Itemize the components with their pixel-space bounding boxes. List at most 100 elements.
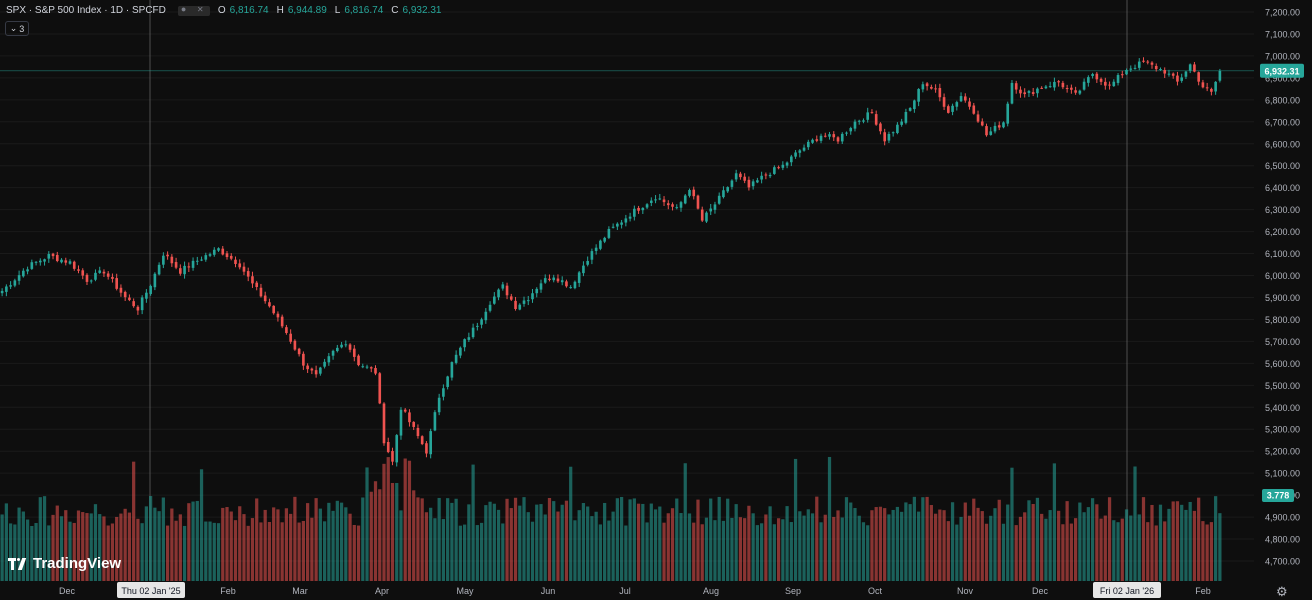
candle-body — [170, 256, 174, 264]
candle-body — [446, 376, 449, 387]
candle-body — [352, 348, 356, 357]
candle-body — [442, 388, 445, 397]
volume-bar — [187, 503, 191, 581]
time-tick-label: May — [456, 586, 474, 596]
candle-body — [1006, 103, 1010, 124]
candle-body — [403, 409, 407, 412]
candle-body — [433, 412, 437, 431]
price-tick-label: 6,600.00 — [1265, 139, 1300, 149]
candle-body — [675, 207, 679, 209]
candle-body — [976, 114, 980, 122]
volume-bar — [1120, 518, 1124, 581]
candle-body — [1048, 86, 1052, 88]
volume-bar — [687, 513, 692, 581]
candle-body — [645, 204, 649, 208]
candle-body — [289, 333, 292, 342]
candle-body — [1053, 81, 1056, 88]
volume-bar — [959, 516, 963, 581]
volume-bar — [1018, 516, 1023, 581]
volume-bar — [967, 515, 972, 581]
candle-body — [1154, 65, 1158, 70]
volume-bar — [776, 518, 781, 581]
candle-body — [658, 198, 662, 200]
volume-bar — [530, 521, 535, 581]
volume-bar — [378, 489, 382, 581]
candle-body — [535, 288, 539, 294]
volume-bar — [306, 503, 310, 581]
volume-bar — [403, 458, 407, 581]
indicators-toggle[interactable]: ⌄ 3 — [5, 21, 29, 36]
candle-body — [548, 278, 551, 280]
volume-bar — [59, 516, 64, 581]
volume-bar — [216, 523, 221, 581]
candle-body — [119, 287, 123, 293]
volume-bar — [717, 496, 721, 581]
close-value: 6,932.31 — [402, 5, 442, 16]
candle-body — [43, 259, 46, 262]
volume-bar — [679, 513, 683, 581]
volume-bar — [933, 513, 938, 581]
candle-body — [870, 112, 874, 114]
volume-bar — [238, 506, 242, 581]
price-tick-label: 5,100.00 — [1265, 469, 1300, 479]
candle-body — [1057, 81, 1060, 83]
candle-body — [1065, 88, 1069, 90]
candle-body — [136, 306, 140, 311]
candle-body — [879, 123, 882, 132]
candle-body — [942, 97, 946, 107]
volume-bar — [539, 504, 543, 581]
candle-body — [709, 208, 713, 212]
volume-bar — [348, 513, 352, 581]
time-tick-label: Thu 02 Jan '25 — [121, 586, 180, 596]
candle-body — [1010, 82, 1014, 104]
volume-bar — [789, 522, 793, 581]
eye-icon[interactable] — [177, 4, 210, 16]
volume-bar — [683, 463, 687, 581]
volume-bar — [709, 498, 713, 581]
volume-bar — [564, 500, 569, 581]
volume-bar — [772, 524, 776, 581]
tradingview-logo[interactable]: TradingView — [8, 555, 121, 572]
candle-body — [679, 202, 683, 208]
candle-body — [603, 237, 606, 242]
settings-icon[interactable]: ⚙ — [1276, 584, 1288, 599]
candle-body — [314, 370, 318, 375]
candle-body — [972, 105, 976, 114]
grid-lines — [0, 11, 1254, 562]
volume-bar — [793, 458, 798, 581]
volume-bar — [1116, 522, 1120, 581]
candle-body — [1171, 73, 1175, 76]
high-label: H — [276, 5, 284, 16]
volume-bar — [47, 525, 51, 581]
candle-body — [1031, 92, 1035, 94]
volume-bar — [484, 505, 488, 581]
volume-bar — [1061, 524, 1065, 581]
candle-body — [195, 260, 199, 262]
volume-bar — [123, 508, 127, 581]
candle-body — [285, 327, 288, 333]
volume-bar — [624, 525, 628, 581]
candle-body — [751, 181, 755, 187]
candle-body — [577, 272, 581, 283]
candle-body — [246, 271, 250, 277]
time-tick-label: Feb — [1195, 586, 1211, 596]
candle-body — [1137, 61, 1141, 68]
candle-body — [705, 212, 708, 222]
candle-body — [900, 121, 903, 125]
volume-bar — [115, 516, 119, 581]
candle-body — [26, 269, 29, 272]
volume-badge-text: 3.778 — [1267, 491, 1290, 501]
volume-bar — [963, 502, 967, 581]
volume-bar — [72, 522, 76, 581]
candle-body — [1184, 71, 1188, 77]
volume-bar — [25, 519, 30, 581]
symbol-title[interactable]: SPX · S&P 500 Index · 1D · SPCFD — [6, 5, 166, 16]
volume-bar — [331, 510, 335, 581]
candle-body — [200, 259, 203, 261]
volume-bar — [335, 500, 339, 581]
volume-bar — [704, 517, 709, 581]
volume-bar — [628, 499, 632, 581]
candle-body — [77, 269, 80, 271]
volume-bar — [208, 521, 212, 581]
